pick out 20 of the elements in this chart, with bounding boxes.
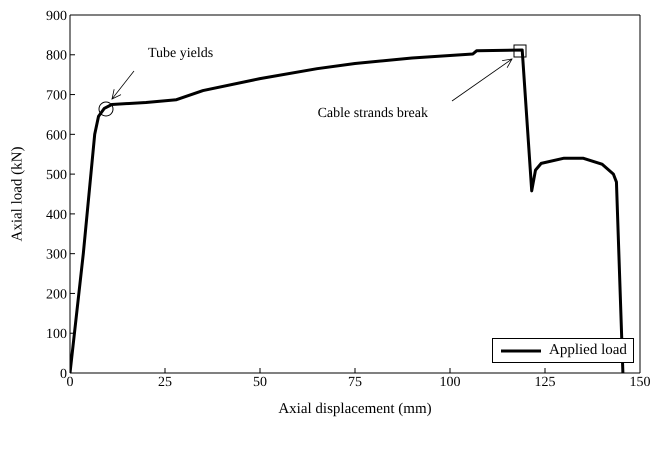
x-tick-label: 50 [253,374,267,390]
y-tick-label: 300 [46,248,67,263]
annotation: Cable strands break [318,106,428,121]
x-tick-label: 100 [440,374,460,390]
y-tick-label: 100 [46,327,67,342]
x-tick-label: 25 [158,374,172,390]
y-tick-label: 700 [46,88,67,104]
y-tick-label: 600 [46,128,67,144]
y-tick-label: 500 [46,168,67,184]
x-tick-label: 75 [348,374,362,390]
legend-label: Applied load [549,342,627,359]
y-axis-title: Axial load (kN) [9,146,26,242]
x-tick-label: 125 [534,374,556,390]
y-tick-label: 900 [46,8,67,24]
y-tick-label: 800 [46,48,67,64]
y-tick-label: 200 [46,287,67,302]
x-axis-title: Axial displacement (mm) [278,401,432,417]
y-tick-label: 400 [46,208,67,223]
annotation: Tube yields [148,46,214,61]
x-tick-label: 150 [630,374,650,390]
